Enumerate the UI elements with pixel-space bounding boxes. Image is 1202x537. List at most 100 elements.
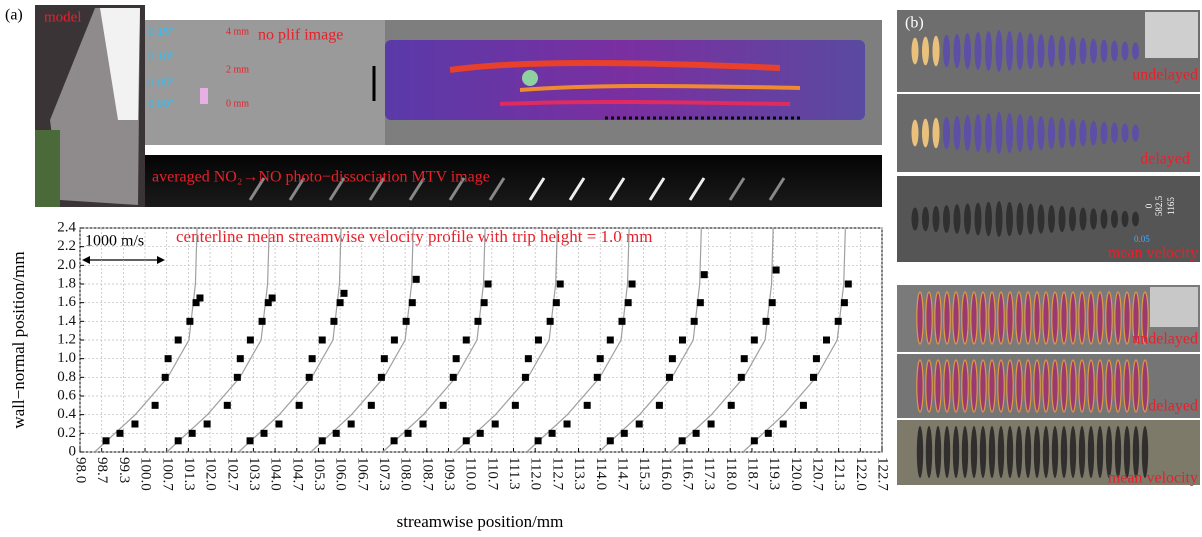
blob: [1114, 291, 1122, 345]
blob: [1100, 209, 1108, 229]
blob: [1132, 426, 1140, 478]
blob: [952, 359, 960, 413]
x-tick-label: 112.7: [549, 457, 565, 491]
image-label: undelayed: [1132, 331, 1198, 348]
blob: [985, 112, 992, 154]
streak: [368, 177, 386, 201]
data-point: [186, 317, 194, 325]
blob: [1027, 114, 1034, 152]
blob: [1024, 359, 1032, 413]
data-point: [696, 299, 704, 307]
blob: [1060, 359, 1068, 413]
data-point: [799, 401, 807, 409]
blob: [1111, 40, 1118, 62]
x-tick-label: 106.7: [354, 457, 370, 491]
reference-curve: [94, 227, 198, 453]
blob: [1141, 291, 1149, 345]
blob: [943, 34, 950, 68]
blob: [1016, 113, 1024, 153]
blob: [1006, 291, 1014, 345]
mtv-label: averaged NO₂→NO photo−dissociation MTV i…: [152, 169, 490, 186]
reference-curve: [526, 227, 630, 453]
data-point: [161, 373, 169, 381]
blob: [961, 291, 969, 345]
blob: [1069, 36, 1076, 66]
scale-inch: 0.10″: [148, 51, 173, 63]
x-tick-label: 98.0: [73, 457, 89, 483]
streak: [328, 177, 346, 201]
streak: [568, 177, 586, 201]
data-point: [606, 336, 614, 344]
x-tick-label: 116.7: [679, 457, 695, 491]
blob: [1079, 37, 1087, 65]
blob: [1096, 426, 1104, 478]
data-point: [318, 336, 326, 344]
blob: [1016, 202, 1024, 236]
blob: [1058, 117, 1066, 149]
data-point: [606, 437, 614, 445]
data-point: [524, 355, 532, 363]
data-point: [484, 280, 492, 288]
x-axis-title: streamwise position/mm: [397, 512, 564, 531]
data-point: [223, 401, 231, 409]
data-point: [236, 355, 244, 363]
chart-title: centerline mean streamwise velocity prof…: [176, 227, 652, 246]
blob: [1121, 210, 1129, 228]
x-tick-label: 109.3: [441, 457, 457, 491]
blob: [952, 291, 960, 345]
image-label: mean velocity: [1108, 470, 1198, 487]
blob: [1037, 204, 1045, 234]
data-point: [233, 373, 241, 381]
data-point: [563, 420, 571, 428]
blob: [1105, 291, 1113, 345]
data-point: [534, 437, 542, 445]
data-point: [618, 317, 626, 325]
blob: [970, 291, 978, 345]
blob: [911, 37, 919, 65]
blob: [1078, 359, 1086, 413]
mtv-image: [145, 155, 882, 207]
x-tick-label: 100.0: [138, 457, 154, 491]
blob: [1015, 291, 1023, 345]
data-point: [812, 355, 820, 363]
blob: [1100, 39, 1108, 63]
blob: [1051, 291, 1059, 345]
blob: [1114, 359, 1122, 413]
x-tick-label: 101.3: [181, 457, 197, 491]
blob: [964, 114, 971, 152]
blob: [1079, 119, 1087, 147]
data-point: [196, 294, 204, 302]
blob: [943, 426, 951, 478]
scale-mm: 4 mm: [226, 26, 249, 37]
streak: [408, 177, 426, 201]
blob: [953, 204, 961, 234]
data-point: [620, 429, 628, 437]
data-point: [692, 429, 700, 437]
blob: [916, 359, 924, 413]
x-tick-label: 114.0: [593, 457, 609, 490]
data-point: [809, 373, 817, 381]
blob: [1123, 359, 1131, 413]
blob: [1090, 208, 1097, 230]
data-point: [779, 420, 787, 428]
y-tick-label: 1.4: [57, 313, 76, 329]
x-tick-label: 119.3: [766, 457, 782, 490]
data-point: [452, 355, 460, 363]
x-tick-label: 104.7: [289, 457, 305, 491]
y-tick-label: 1.6: [57, 294, 76, 310]
blob: [1060, 291, 1068, 345]
blob: [995, 201, 1003, 237]
blob: [1069, 291, 1077, 345]
blob: [1051, 359, 1059, 413]
blob: [1033, 426, 1041, 478]
data-point: [295, 401, 303, 409]
blob: [925, 359, 933, 413]
data-point: [390, 336, 398, 344]
blob: [1051, 426, 1059, 478]
data-point: [740, 355, 748, 363]
blob: [934, 291, 942, 345]
image-label: delayed: [1148, 398, 1198, 415]
x-tick-label: 107.3: [376, 457, 392, 491]
data-point: [534, 336, 542, 344]
blob: [911, 119, 919, 147]
